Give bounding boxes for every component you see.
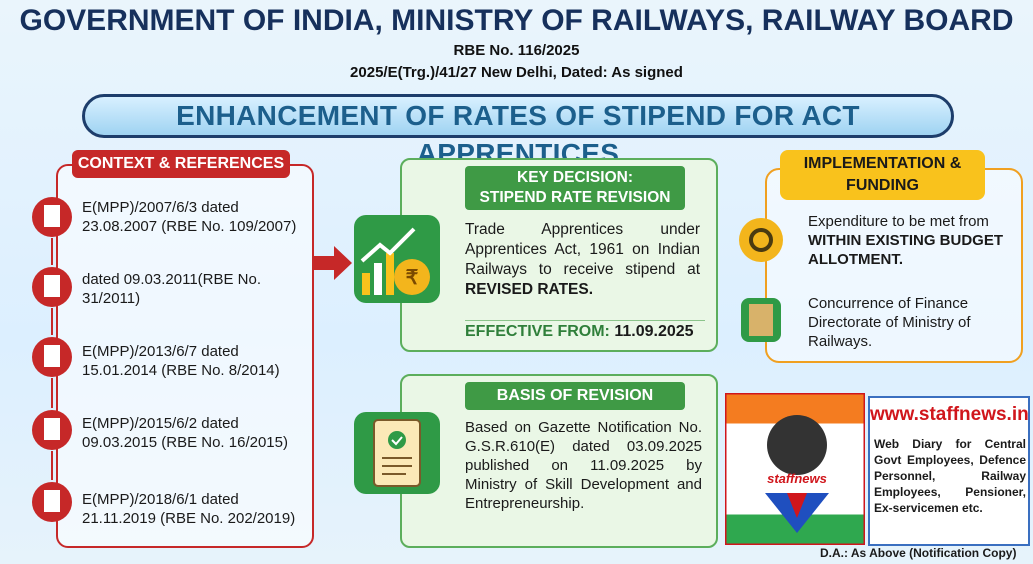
context-item: E(MPP)/2018/6/1 dated 21.11.2019 (RBE No…: [82, 491, 296, 527]
staffnews-logo: staffnews: [723, 391, 867, 547]
footer-note: D.A.: As Above (Notification Copy): [820, 546, 1017, 560]
staffnews-card: www.staffnews.in Web Diary for Central G…: [868, 396, 1030, 546]
implementation-item: Concurrence of Finance Directorate of Mi…: [808, 295, 971, 350]
key-decision-title: KEY DECISION: STIPEND RATE REVISION: [465, 166, 685, 210]
body-bold: REVISED RATES.: [465, 281, 594, 298]
flow-arrow: [314, 246, 352, 280]
reference-line: 2025/E(Trg.)/41/27 New Delhi, Dated: As …: [350, 64, 683, 81]
context-icons: [32, 197, 72, 522]
body-text: Trade Apprentices under Apprentices Act,…: [465, 221, 700, 278]
item-text: Expenditure to be met from: [808, 213, 989, 230]
title-line: IMPLEMENTATION &: [803, 155, 962, 172]
basis-title: BASIS OF REVISION: [465, 382, 685, 410]
context-item: E(MPP)/2015/6/2 dated 09.03.2015 (RBE No…: [82, 415, 288, 451]
key-decision-body: Trade Apprentices under Apprentices Act,…: [465, 220, 700, 300]
basis-body: Based on Gazette Notification No. G.S.R.…: [465, 419, 702, 512]
logo-name: staffnews: [767, 471, 827, 486]
context-item: E(MPP)/2013/6/7 dated 15.01.2014 (RBE No…: [82, 343, 280, 379]
effective-label: EFFECTIVE FROM:: [465, 323, 610, 340]
item-bold: WITHIN EXISTING BUDGET ALLOTMENT.: [808, 232, 1003, 268]
context-box: [56, 164, 314, 548]
header-title: GOVERNMENT OF INDIA, MINISTRY OF RAILWAY…: [19, 4, 1014, 37]
title-line: FUNDING: [846, 177, 919, 194]
title-line: KEY DECISION:: [517, 169, 633, 186]
growth-icon: ₹: [354, 215, 440, 303]
effective-date: 11.09.2025: [614, 323, 694, 340]
rbe-number: RBE No. 116/2025: [453, 42, 580, 59]
implementation-item: Expenditure to be met from WITHIN EXISTI…: [808, 212, 1018, 269]
implementation-title: IMPLEMENTATION & FUNDING: [780, 150, 985, 200]
effective-line: EFFECTIVE FROM: 11.09.2025: [465, 320, 705, 341]
context-item: dated 09.03.2011(RBE No. 31/2011): [82, 271, 262, 307]
logo-url: www.staffnews.in: [870, 398, 1029, 432]
logo-description: Web Diary for Central Govt Employees, De…: [874, 437, 1026, 515]
document-icon: [354, 412, 440, 494]
title-line: STIPEND RATE REVISION: [479, 189, 671, 206]
banner: ENHANCEMENT OF RATES OF STIPEND FOR ACT …: [82, 94, 954, 169]
logo-graphic: staffnews: [723, 391, 867, 547]
implementation-icons: [739, 218, 783, 342]
context-title: CONTEXT & REFERENCES: [72, 150, 290, 178]
context-item: E(MPP)/2007/6/3 dated 23.08.2007 (RBE No…: [82, 199, 297, 235]
rupee-symbol: ₹: [406, 267, 419, 289]
